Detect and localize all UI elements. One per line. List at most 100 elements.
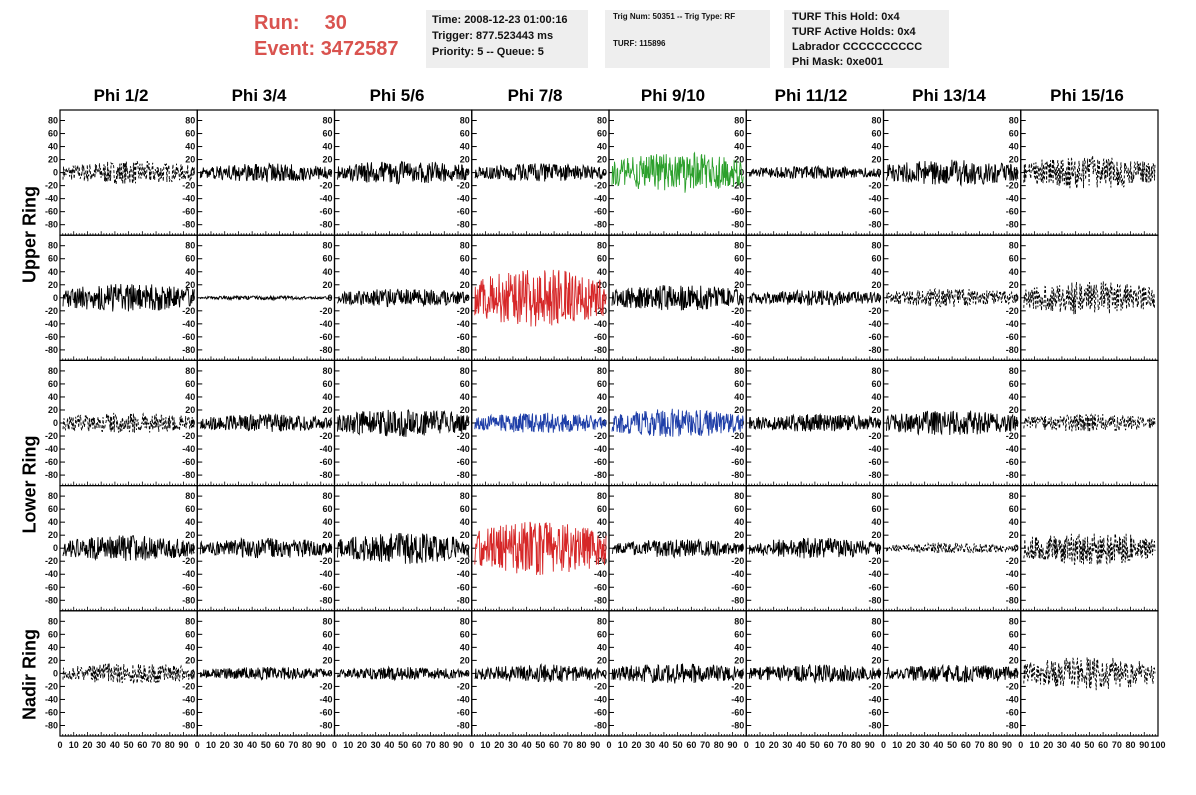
waveform-trace-r3-c3 — [474, 521, 607, 576]
x-tick-label: 90 — [1139, 740, 1149, 750]
y-tick-label: 60 — [597, 504, 607, 514]
y-tick-label: 40 — [734, 517, 744, 527]
y-tick-label: -60 — [594, 457, 607, 467]
waveform-trace-r2-c1 — [199, 413, 332, 432]
x-tick-label: 80 — [439, 740, 449, 750]
y-tick-label: 80 — [460, 116, 470, 126]
x-tick-label: 20 — [769, 740, 779, 750]
trigger-text: Trigger: 877.523443 ms — [432, 30, 554, 42]
y-tick-label: 40 — [322, 142, 332, 152]
y-tick-label: 40 — [1009, 642, 1019, 652]
y-tick-label: -40 — [182, 694, 195, 704]
y-tick-label: 40 — [460, 517, 470, 527]
y-tick-label: -20 — [45, 431, 58, 441]
y-tick-label: -40 — [731, 319, 744, 329]
y-tick-label: 80 — [871, 616, 881, 626]
y-tick-label: 40 — [1009, 267, 1019, 277]
x-tick-label: 0 — [57, 740, 62, 750]
x-tick-label: 40 — [1071, 740, 1081, 750]
x-tick-label: 40 — [796, 740, 806, 750]
y-tick-label: 20 — [871, 280, 881, 290]
y-tick-label: -20 — [319, 181, 332, 191]
x-tick-label: 0 — [606, 740, 611, 750]
y-tick-label: 80 — [734, 241, 744, 251]
y-tick-label: 60 — [734, 379, 744, 389]
x-tick-label: 0 — [881, 740, 886, 750]
y-tick-label: 80 — [734, 366, 744, 376]
x-tick-label: 80 — [165, 740, 175, 750]
y-tick-label: 80 — [871, 116, 881, 126]
waveform-trace-r0-c1 — [199, 162, 332, 183]
waveform-trace-r4-c5 — [748, 664, 881, 684]
y-tick-label: 80 — [597, 616, 607, 626]
x-tick-label: 30 — [233, 740, 243, 750]
y-tick-label: 40 — [322, 392, 332, 402]
y-tick-label: -60 — [45, 582, 58, 592]
phi-label-3-4: Phi 3/4 — [231, 86, 287, 105]
waveform-trace-r2-c2 — [337, 409, 470, 437]
y-tick-label: -20 — [594, 181, 607, 191]
y-tick-label: 60 — [185, 254, 195, 264]
x-tick-label: 70 — [151, 740, 161, 750]
x-tick-label: 60 — [1098, 740, 1108, 750]
y-tick-label: 0 — [53, 168, 58, 178]
y-tick-label: 40 — [322, 642, 332, 652]
y-tick-label: -80 — [45, 720, 58, 730]
y-tick-label: 60 — [871, 254, 881, 264]
y-tick-label: -20 — [868, 431, 881, 441]
y-tick-label: -60 — [1006, 332, 1019, 342]
y-tick-label: 80 — [871, 241, 881, 251]
x-tick-label: 60 — [686, 740, 696, 750]
event-line: Event: 3472587 — [254, 36, 399, 62]
y-tick-label: -40 — [1006, 194, 1019, 204]
y-tick-label: -40 — [868, 319, 881, 329]
x-tick-label: 30 — [782, 740, 792, 750]
y-tick-label: -40 — [1006, 694, 1019, 704]
y-tick-label: -20 — [731, 431, 744, 441]
y-tick-label: -20 — [1006, 181, 1019, 191]
phi-label-11-12: Phi 11/12 — [774, 86, 848, 105]
y-tick-label: 40 — [597, 142, 607, 152]
y-tick-label: -80 — [182, 470, 195, 480]
x-tick-label: 100 — [1150, 740, 1165, 750]
y-tick-label: 80 — [48, 491, 58, 501]
y-tick-label: -80 — [868, 595, 881, 605]
y-tick-label: -40 — [868, 569, 881, 579]
x-tick-label: 30 — [96, 740, 106, 750]
y-tick-label: 20 — [734, 655, 744, 665]
x-tick-label: 90 — [1002, 740, 1012, 750]
y-tick-label: -40 — [319, 694, 332, 704]
y-tick-label: -80 — [731, 220, 744, 230]
y-tick-label: 40 — [597, 392, 607, 402]
waveform-trace-r1-c7 — [1023, 281, 1156, 315]
y-tick-label: 80 — [1009, 616, 1019, 626]
waveform-trace-r1-c4 — [611, 285, 744, 311]
y-tick-label: -60 — [457, 332, 470, 342]
y-tick-label: 20 — [1009, 155, 1019, 165]
y-tick-label: -40 — [868, 194, 881, 204]
y-tick-label: 20 — [1009, 405, 1019, 415]
waveform-trace-r0-c5 — [748, 164, 881, 179]
y-tick-label: 20 — [1009, 530, 1019, 540]
y-tick-label: -20 — [868, 556, 881, 566]
y-tick-label: 60 — [460, 504, 470, 514]
x-tick-label: 10 — [480, 740, 490, 750]
y-tick-label: -60 — [45, 457, 58, 467]
x-tick-label: 80 — [714, 740, 724, 750]
y-tick-label: 80 — [48, 116, 58, 126]
y-tick-label: -60 — [1006, 707, 1019, 717]
y-tick-label: 40 — [48, 392, 58, 402]
y-tick-label: -20 — [594, 681, 607, 691]
y-tick-label: 80 — [322, 241, 332, 251]
panel-frame — [1020, 109, 1159, 236]
waveform-trace-r2-c6 — [886, 410, 1019, 436]
y-tick-label: -20 — [868, 306, 881, 316]
y-tick-label: 60 — [48, 254, 58, 264]
y-tick-label: 60 — [460, 379, 470, 389]
y-tick-label: 20 — [48, 655, 58, 665]
y-tick-label: -60 — [457, 582, 470, 592]
x-tick-label: 40 — [522, 740, 532, 750]
x-tick-label: 60 — [961, 740, 971, 750]
y-tick-label: -20 — [45, 306, 58, 316]
turf-num-text: TURF: 115896 — [613, 39, 666, 48]
